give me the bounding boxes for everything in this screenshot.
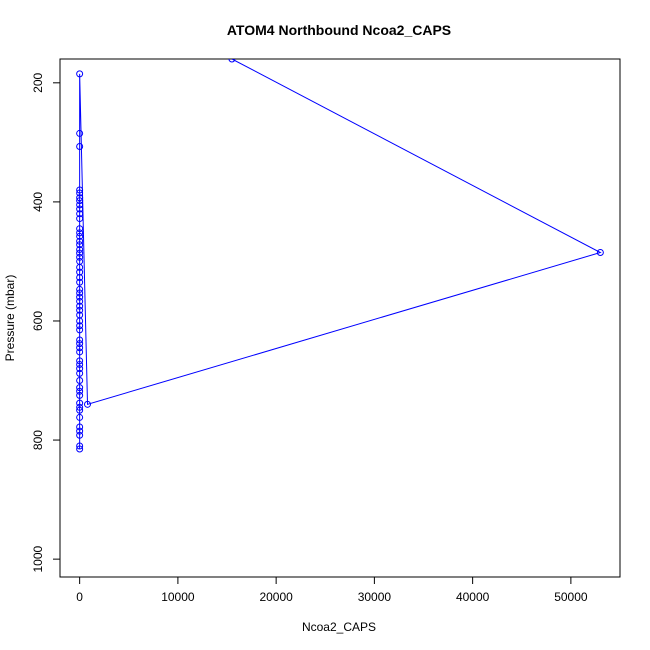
data-point	[76, 293, 84, 301]
data-point	[76, 340, 84, 348]
data-point	[76, 326, 84, 334]
data-point	[228, 59, 236, 63]
data-point	[76, 360, 84, 368]
data-point	[76, 210, 84, 218]
data-point	[76, 322, 84, 330]
data-point	[76, 278, 84, 286]
data-point	[76, 399, 84, 407]
data-point	[76, 237, 84, 245]
plot-frame	[59, 58, 621, 578]
data-point	[76, 289, 84, 297]
data-point	[76, 70, 84, 78]
data-point	[76, 406, 84, 414]
y-axis-label: Pressure (mbar)	[3, 275, 17, 362]
data-point	[76, 297, 84, 305]
x-axis-label: Ncoa2_CAPS	[302, 620, 376, 634]
y-tick-label: 800	[31, 430, 45, 450]
data-point	[76, 143, 84, 151]
data-point	[76, 225, 84, 233]
data-point	[76, 302, 84, 310]
data-point	[76, 445, 84, 453]
y-tick-label: 600	[31, 311, 45, 331]
x-tick-label: 40000	[456, 590, 490, 604]
data-point	[76, 285, 84, 293]
data-point	[76, 387, 84, 395]
x-tick-label: 20000	[259, 590, 293, 604]
data-point	[76, 249, 84, 257]
data-point	[76, 391, 84, 399]
chart-title: ATOM4 Northbound Ncoa2_CAPS	[227, 22, 451, 38]
data-point	[76, 186, 84, 194]
y-tick-label: 400	[31, 192, 45, 212]
data-point	[76, 306, 84, 314]
data-point	[76, 246, 84, 254]
data-point	[76, 384, 84, 392]
data-point	[76, 189, 84, 197]
data-point	[76, 232, 84, 240]
data-point	[76, 263, 84, 271]
data-point	[76, 442, 84, 450]
y-tick-label: 1000	[31, 545, 45, 572]
data-point	[76, 403, 84, 411]
data-point	[76, 129, 84, 137]
x-tick-label: 10000	[161, 590, 195, 604]
data-point	[76, 215, 84, 223]
data-point	[596, 249, 604, 257]
x-axis: 0 10000 20000 30000 40000 50000	[76, 576, 588, 604]
data-point	[76, 229, 84, 237]
series-layer	[76, 59, 604, 453]
data-point	[76, 241, 84, 249]
data-point	[76, 377, 84, 385]
x-tick-label: 50000	[554, 590, 588, 604]
data-point	[76, 253, 84, 261]
x-tick-label: 0	[76, 590, 83, 604]
data-point	[76, 369, 84, 377]
data-point	[76, 205, 84, 213]
data-point	[76, 413, 84, 421]
data-point	[76, 423, 84, 431]
data-point	[76, 194, 84, 202]
data-point	[76, 348, 84, 356]
data-point	[76, 274, 84, 282]
data-point	[76, 197, 84, 205]
series-line	[79, 59, 602, 449]
data-point	[76, 427, 84, 435]
data-point	[76, 357, 84, 365]
y-tick-label: 200	[31, 72, 45, 92]
data-point	[76, 317, 84, 325]
data-point	[76, 268, 84, 276]
data-point	[76, 431, 84, 439]
x-tick-label: 30000	[358, 590, 392, 604]
data-point	[76, 365, 84, 373]
y-axis: 200 400 600 800 1000	[31, 72, 61, 572]
data-point	[76, 344, 84, 352]
data-point	[84, 400, 92, 408]
data-point	[76, 336, 84, 344]
data-point	[76, 201, 84, 209]
